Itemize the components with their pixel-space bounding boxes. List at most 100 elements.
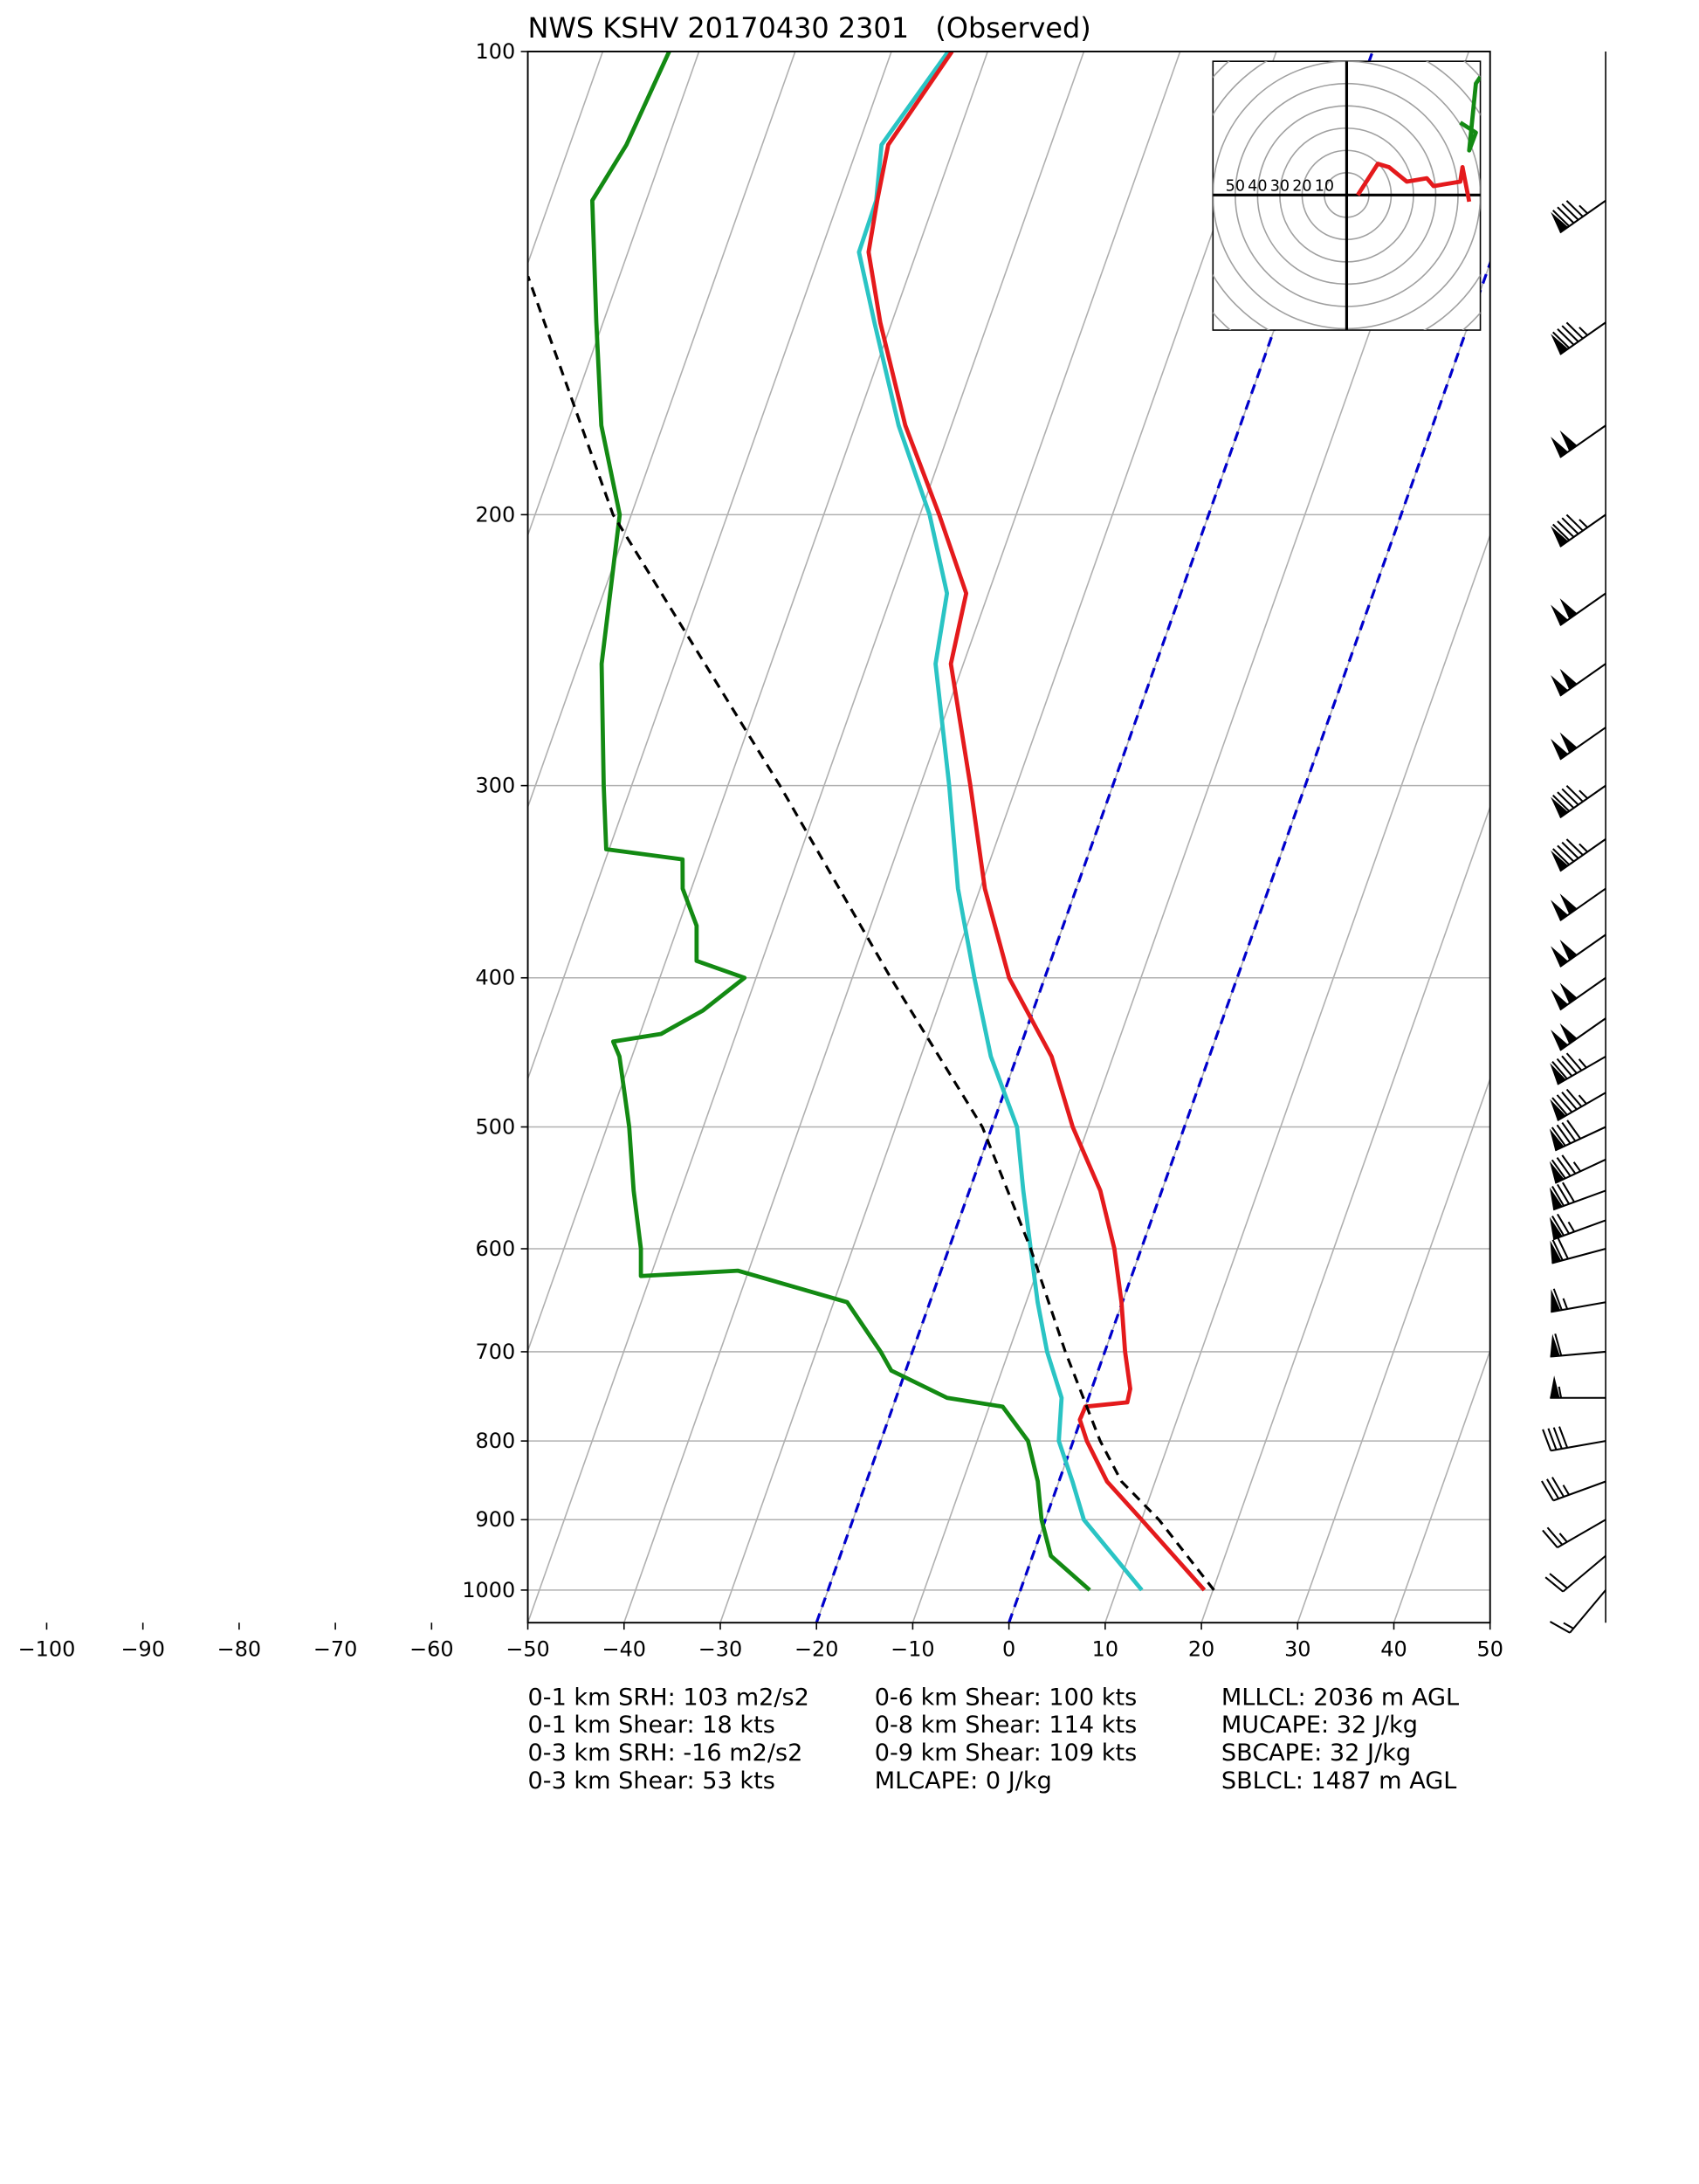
stat-text: MUCAPE: 32 J/kg: [1221, 1712, 1418, 1739]
barb-half: [1567, 1221, 1576, 1233]
wind-barb: [1551, 838, 1606, 872]
barb-feather: [1557, 206, 1575, 224]
barb-pennant: [1549, 1216, 1563, 1240]
barb-pennant: [1550, 1099, 1566, 1121]
barb-feather: [1562, 1182, 1576, 1203]
stat-text: MLCAPE: 0 J/kg: [875, 1767, 1052, 1795]
chart-title: NWS KSHV 20170430 2301 (Observed): [528, 11, 1091, 45]
barb-feather: [1557, 844, 1575, 863]
barb-shaft: [1551, 1301, 1606, 1313]
barb-shaft: [1559, 592, 1606, 626]
profile-line: [866, 52, 1207, 1592]
barb-feather: [1551, 1097, 1568, 1116]
wind-barb: [1549, 1213, 1606, 1241]
barb-feather: [1552, 795, 1571, 812]
wind-barb: [1549, 1154, 1606, 1184]
barb-feather: [1552, 848, 1571, 865]
stat-text: 0-1 km SRH: 103 m2/s2: [528, 1684, 809, 1711]
wind-barb: [1551, 424, 1606, 458]
profile-line: [590, 52, 1091, 1592]
barb-pennant: [1559, 982, 1578, 1004]
wind-barb: [1542, 1426, 1606, 1452]
barb-pennant: [1551, 946, 1568, 967]
barb-shaft: [1559, 887, 1606, 922]
barb-feather: [1546, 1478, 1560, 1499]
barb-pennant: [1551, 211, 1568, 233]
stat-text: 0-3 km Shear: 53 kts: [528, 1767, 775, 1795]
wind-barb: [1551, 784, 1606, 819]
barb-feather: [1561, 203, 1579, 221]
isotherm: [719, 52, 1277, 1623]
barb-feather: [1551, 1216, 1565, 1237]
barb-feather: [1552, 523, 1571, 541]
wind-barb: [1549, 1120, 1606, 1152]
barb-feather: [1561, 517, 1579, 535]
wind-barb: [1542, 1519, 1606, 1549]
x-tick-label: −70: [313, 1636, 357, 1661]
x-tick-label: 40: [1380, 1636, 1407, 1661]
barb-pennant: [1551, 604, 1568, 626]
y-tick-label: 900: [476, 1507, 516, 1532]
barb-shaft: [1562, 1554, 1606, 1593]
barb-half: [1578, 1058, 1587, 1069]
barb-pennant: [1550, 1333, 1560, 1357]
barb-feather: [1561, 1055, 1578, 1074]
barb-pennant: [1550, 1240, 1562, 1264]
isotherm: [1393, 1348, 1490, 1623]
barb-pennant: [1549, 1161, 1565, 1183]
barb-feather: [1561, 325, 1579, 342]
hodograph-area: 50 40 30 20 10: [1213, 61, 1481, 331]
wind-barb: [1551, 1288, 1606, 1313]
wind-barb: [1550, 1088, 1606, 1122]
barb-half: [1562, 1485, 1571, 1496]
hodograph-label: 40: [1248, 178, 1267, 196]
x-tick-label: 50: [1477, 1636, 1503, 1661]
wind-barb: [1551, 976, 1606, 1011]
hodograph-label: 30: [1270, 178, 1290, 196]
barb-half: [1572, 1161, 1582, 1172]
isotherm: [527, 52, 892, 1081]
barb-feather: [1565, 785, 1584, 803]
barb-shaft: [1559, 663, 1606, 697]
barb-feather: [1551, 1186, 1565, 1207]
x-tick-label: −10: [891, 1636, 934, 1661]
barb-pennant: [1559, 430, 1578, 451]
barb-feather: [1557, 1213, 1571, 1235]
barb-feather: [1547, 1428, 1558, 1450]
barb-feather: [1552, 331, 1571, 349]
barb-shaft: [1559, 513, 1606, 548]
hodograph-trace: [1459, 75, 1481, 153]
barb-pennant: [1551, 1289, 1561, 1312]
isotherm: [1297, 1077, 1490, 1623]
x-tick-label: −80: [217, 1636, 261, 1661]
barb-pennant: [1559, 1023, 1578, 1044]
barb-feather: [1565, 513, 1584, 532]
isotherm: [1104, 533, 1490, 1623]
isotherm: [527, 52, 988, 1354]
barb-shaft: [1559, 1017, 1606, 1051]
barb-pennant: [1551, 796, 1568, 818]
barb-shaft: [1550, 1350, 1606, 1358]
wind-barb: [1551, 887, 1606, 922]
barb-pennant: [1551, 437, 1568, 458]
barb-pennant: [1559, 732, 1578, 754]
y-tick-label: 800: [476, 1429, 516, 1453]
barb-feather: [1556, 1058, 1573, 1077]
wind-barbs: [1541, 199, 1606, 1634]
y-tick-label: 200: [476, 502, 516, 527]
wind-barb: [1551, 727, 1606, 761]
barb-shaft: [1559, 934, 1606, 968]
barb-pennant: [1551, 899, 1568, 921]
x-tick-label: −40: [602, 1636, 646, 1661]
y-tick-label: 500: [476, 1114, 516, 1139]
barb-half: [1579, 519, 1588, 528]
hodograph-label: 50: [1226, 178, 1245, 196]
y-tick-label: 1000: [462, 1578, 515, 1602]
barb-shaft: [1557, 1519, 1606, 1549]
barb-feather: [1561, 788, 1579, 806]
barb-feather: [1565, 838, 1584, 856]
barb-pennant: [1559, 598, 1578, 619]
stat-text: SBCAPE: 32 J/kg: [1221, 1740, 1411, 1767]
